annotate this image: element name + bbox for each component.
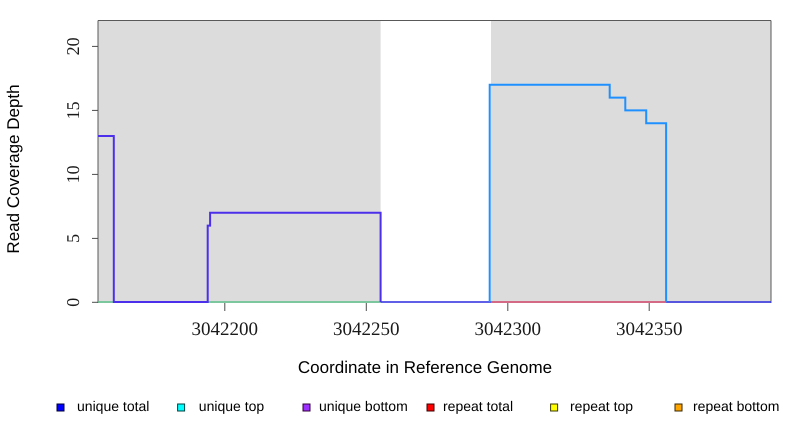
svg-text:3042200: 3042200 <box>192 319 259 340</box>
svg-text:repeat bottom: repeat bottom <box>693 398 779 414</box>
svg-text:3042300: 3042300 <box>475 319 542 340</box>
svg-text:15: 15 <box>63 101 83 119</box>
svg-text:unique top: unique top <box>199 398 265 414</box>
svg-text:repeat top: repeat top <box>570 398 633 414</box>
svg-text:repeat total: repeat total <box>443 398 513 414</box>
svg-text:unique total: unique total <box>77 398 149 414</box>
svg-text:Read Coverage Depth: Read Coverage Depth <box>4 84 23 253</box>
svg-text:3042350: 3042350 <box>616 319 683 340</box>
svg-text:20: 20 <box>63 37 83 55</box>
svg-text:10: 10 <box>63 165 83 183</box>
svg-text:unique bottom: unique bottom <box>319 398 408 414</box>
svg-text:3042250: 3042250 <box>333 319 400 340</box>
svg-text:Coordinate in Reference Genome: Coordinate in Reference Genome <box>298 358 552 377</box>
svg-text:0: 0 <box>63 298 83 307</box>
svg-text:5: 5 <box>63 234 83 243</box>
